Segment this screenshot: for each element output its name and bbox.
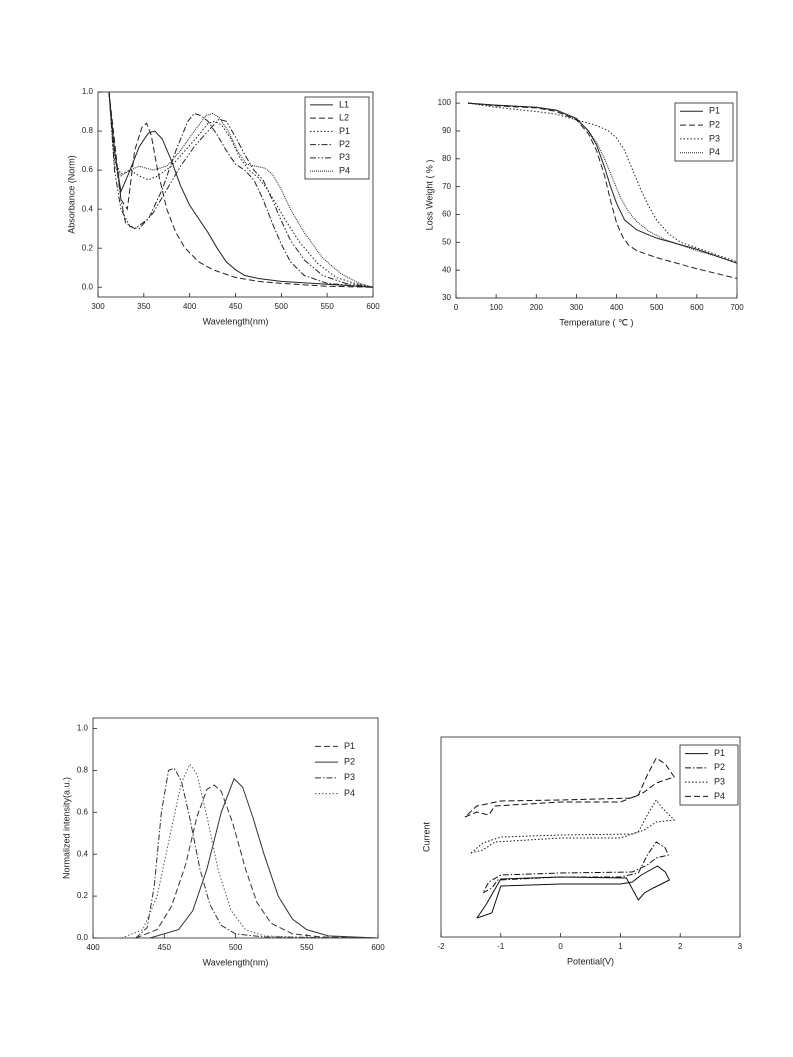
x-tick-label: 0 [454,303,459,312]
x-tick-label: 300 [91,302,105,311]
x-tick-label: 400 [183,302,197,311]
data-line [108,91,374,288]
data-line [135,784,379,939]
x-tick-label: 450 [229,302,243,311]
y-tick-label: 0.8 [77,765,89,774]
legend-label: P2 [714,762,725,772]
x-tick-label: 100 [489,303,503,312]
legend-label: P3 [709,133,720,143]
x-tick-label: 300 [570,303,584,312]
x-tick-label: 500 [229,943,243,952]
legend-label: L2 [339,113,349,123]
y-tick-label: 0.4 [82,204,94,213]
legend-label: P3 [714,777,725,787]
legend-label: P3 [344,772,355,782]
data-line [108,91,374,288]
data-line [476,865,671,919]
x-tick-label: -2 [437,942,445,951]
x-tick-label: 500 [650,303,664,312]
y-tick-label: 0.0 [77,933,89,942]
x-tick-label: 2 [678,942,683,951]
data-line [108,91,374,288]
x-tick-label: 550 [320,302,334,311]
x-tick-label: 450 [158,943,172,952]
y-tick-label: 1.0 [77,724,89,733]
legend-label: P1 [709,106,720,116]
data-line [108,91,374,288]
x-tick-label: 600 [366,302,380,311]
legend-label: P2 [344,757,355,767]
y-tick-label: 0.4 [77,849,89,858]
plot-frame [92,717,379,939]
data-line [482,841,669,894]
x-tick-label: 3 [738,942,743,951]
legend-label: P2 [709,119,720,129]
legend-label: P4 [339,165,350,175]
y-tick-label: 80 [442,154,451,163]
data-line [468,102,738,264]
x-tick-label: -1 [497,942,505,951]
y-tick-label: 0.8 [82,126,94,135]
legend-box [679,744,739,806]
x-tick-label: 550 [300,943,314,952]
y-axis-label: Loss Weight ( % ) [424,160,434,231]
x-tick-label: 500 [275,302,289,311]
x-tick-label: 200 [530,303,544,312]
y-tick-label: 70 [442,182,451,191]
y-tick-label: 0.2 [82,243,94,252]
y-tick-label: 1.0 [82,87,94,96]
plot-frame [455,91,738,299]
data-line [149,777,379,939]
legend-label: P1 [344,741,355,751]
y-tick-label: 0.0 [82,282,94,291]
y-tick-label: 0.2 [77,891,89,900]
data-line [464,757,676,818]
x-tick-label: 600 [690,303,704,312]
x-tick-label: 0 [558,942,563,951]
x-axis-label: Potential(V) [567,956,614,966]
legend-label: P3 [339,152,350,162]
legend-label: P4 [344,788,355,798]
x-tick-label: 600 [371,943,385,952]
x-axis-label: Temperature ( ℃ ) [559,317,633,327]
x-tick-label: 400 [86,943,100,952]
y-axis-label: Normalized intensity(a.u.) [61,777,71,879]
data-line [468,102,738,264]
legend-label: P2 [339,139,350,149]
legend-box [674,102,734,162]
y-tick-label: 40 [442,265,451,274]
y-tick-label: 90 [442,126,451,135]
x-tick-label: 400 [610,303,624,312]
y-axis-label: Current [421,821,431,852]
y-tick-label: 50 [442,237,451,246]
plot-frame [440,736,741,938]
x-axis-label: Wavelength(nm) [203,957,269,967]
x-tick-label: 1 [618,942,623,951]
data-line [135,767,379,939]
x-tick-label: 700 [730,303,744,312]
y-tick-label: 100 [438,98,452,107]
legend-label: P1 [714,748,725,758]
legend-label: P4 [714,791,725,801]
legend-label: P4 [709,147,720,157]
x-tick-label: 350 [137,302,151,311]
legend-label: P1 [339,126,350,136]
legend-label: L1 [339,99,349,109]
data-line [121,763,378,939]
y-tick-label: 0.6 [82,165,94,174]
y-tick-label: 0.6 [77,807,89,816]
y-tick-label: 60 [442,210,451,219]
y-axis-label: Absorbance (Norm) [66,155,76,234]
y-tick-label: 30 [442,293,451,302]
data-line [470,799,676,854]
x-axis-label: Wavelength(nm) [203,316,269,326]
legend-box [304,96,370,180]
